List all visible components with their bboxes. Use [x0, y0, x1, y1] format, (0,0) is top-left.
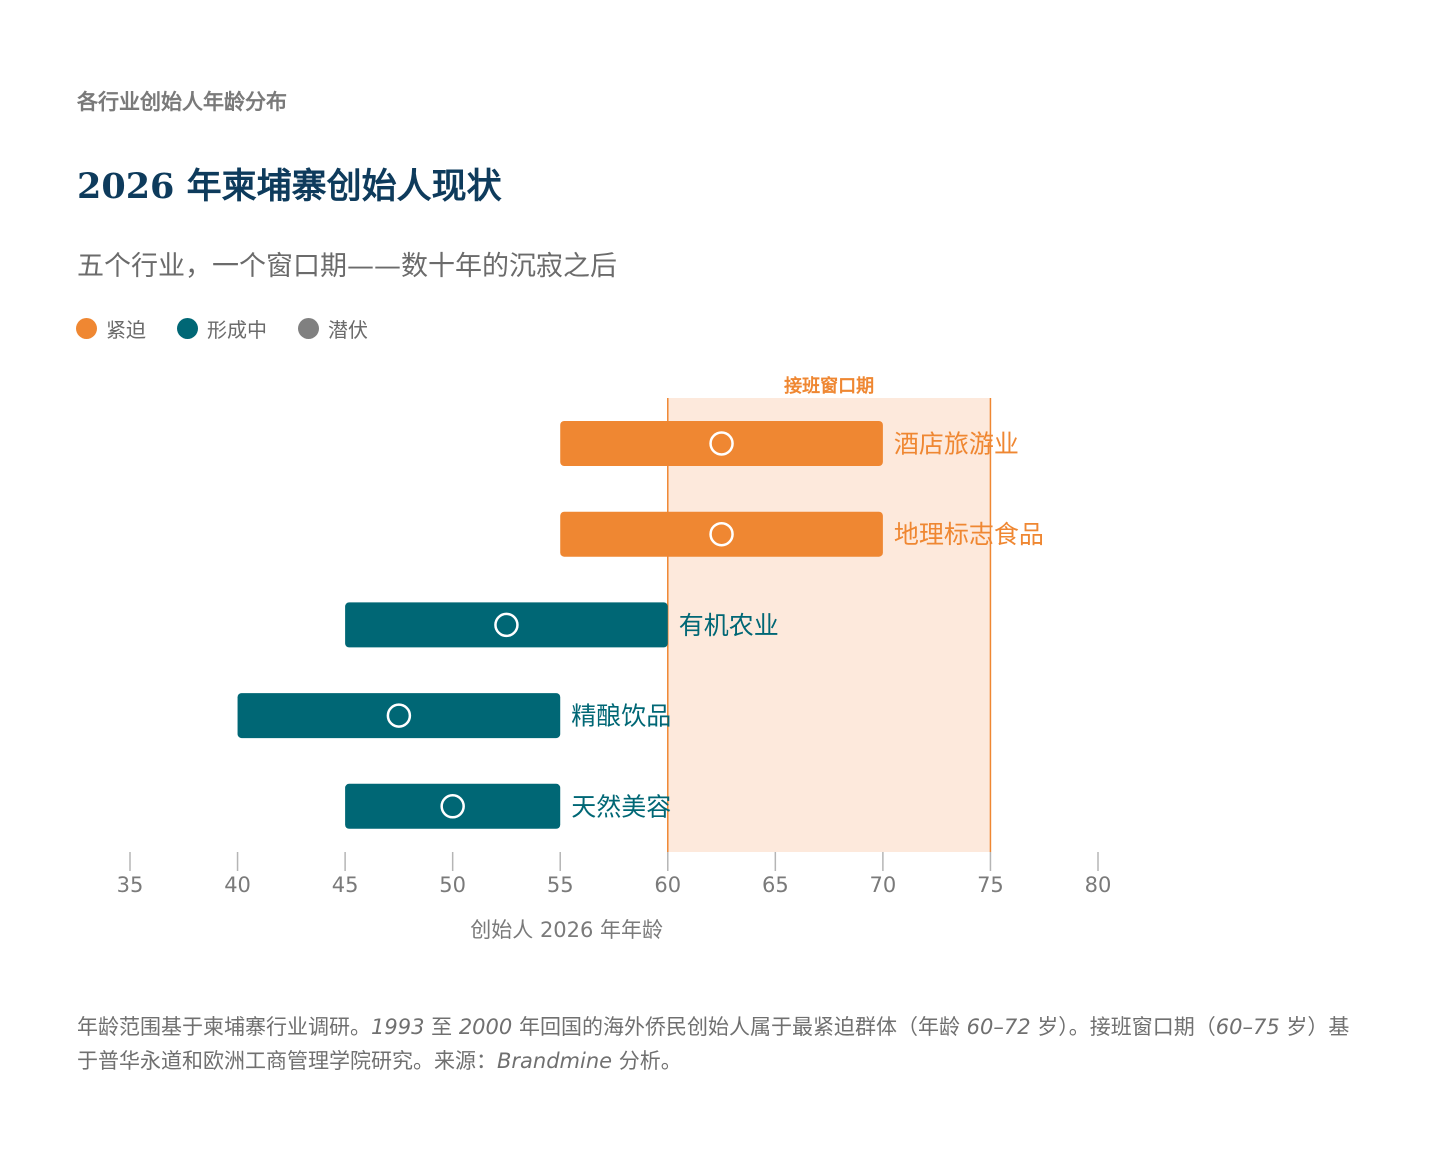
- x-tick-label-80: 80: [1085, 873, 1112, 897]
- range-bar-2: [560, 511, 883, 557]
- bar-label-1: 酒店旅游业: [894, 430, 1019, 459]
- legend-label-urgent: 紧迫: [106, 318, 146, 342]
- median-marker-2: [709, 521, 734, 547]
- range-bar-4: [237, 693, 561, 739]
- chart-title: 2026 年柬埔寨创始人现状: [77, 166, 502, 207]
- legend-dot-urgent: [76, 318, 97, 339]
- footnote-text-2: 至: [424, 1015, 459, 1039]
- median-marker-4: [386, 703, 412, 728]
- legend-label-forming: 形成中: [207, 318, 267, 342]
- footnote-source: Brandmine: [497, 1049, 613, 1073]
- chart-subtitle: 五个行业，一个窗口期——数十年的沉寂之后: [77, 251, 617, 282]
- range-bar-1: [560, 421, 883, 466]
- bar-label-4: 精酿饮品: [571, 702, 671, 731]
- x-tick-label-40: 40: [224, 873, 251, 897]
- x-tick-label-35: 35: [117, 873, 144, 897]
- footnote-text-6: 分析。: [612, 1049, 682, 1073]
- footnote-text-3: 年回国的海外侨民创始人属于最紧迫群体（年龄: [512, 1015, 967, 1039]
- x-tick-label-75: 75: [977, 873, 1004, 897]
- legend-item-dormant: 潜伏: [298, 314, 368, 343]
- footnote-window-range: 60–75: [1215, 1015, 1280, 1039]
- x-tick-label-60: 60: [654, 873, 681, 897]
- legend-item-forming: 形成中: [177, 314, 267, 343]
- footnote: 年龄范围基于柬埔寨行业调研。1993 至 2000 年回国的海外侨民创始人属于最…: [77, 1010, 1362, 1078]
- legend-dot-dormant: [298, 318, 319, 339]
- legend-label-dormant: 潜伏: [328, 318, 368, 342]
- median-marker-3: [494, 612, 519, 638]
- x-axis-title: 创始人 2026 年年龄: [470, 918, 663, 942]
- median-marker-1: [709, 431, 734, 456]
- footnote-year-2000: 2000: [458, 1015, 513, 1039]
- footnote-text-4: 岁）。接班窗口期（: [1030, 1015, 1216, 1039]
- legend-item-urgent: 紧迫: [76, 314, 146, 343]
- succession-window-band: [667, 398, 991, 852]
- footnote-text-5: 岁）基于普华永道和欧洲工商管理学院研究。来源：: [77, 1015, 1350, 1073]
- x-tick-label-50: 50: [439, 873, 466, 897]
- footnote-year-1993: 1993: [371, 1015, 425, 1039]
- range-bar-5: [345, 783, 561, 829]
- succession-window-label: 接班窗口期: [784, 375, 874, 397]
- bar-label-5: 天然美容: [571, 792, 671, 821]
- footnote-text-1: 年龄范围基于柬埔寨行业调研。: [77, 1015, 371, 1039]
- x-tick-label-70: 70: [870, 873, 897, 897]
- range-bar-3: [345, 602, 668, 648]
- x-tick-label-45: 45: [332, 873, 359, 897]
- x-tick-label-55: 55: [547, 873, 574, 897]
- x-tick-label-65: 65: [762, 873, 789, 897]
- legend-dot-forming: [177, 318, 198, 339]
- chart-eyebrow: 各行业创始人年龄分布: [77, 90, 287, 114]
- legend: 紧迫 形成中 潜伏: [76, 314, 399, 343]
- median-marker-5: [440, 794, 465, 819]
- bar-label-2: 地理标志食品: [894, 520, 1044, 549]
- bar-label-3: 有机农业: [679, 611, 779, 640]
- footnote-age-range: 60–72: [966, 1015, 1031, 1039]
